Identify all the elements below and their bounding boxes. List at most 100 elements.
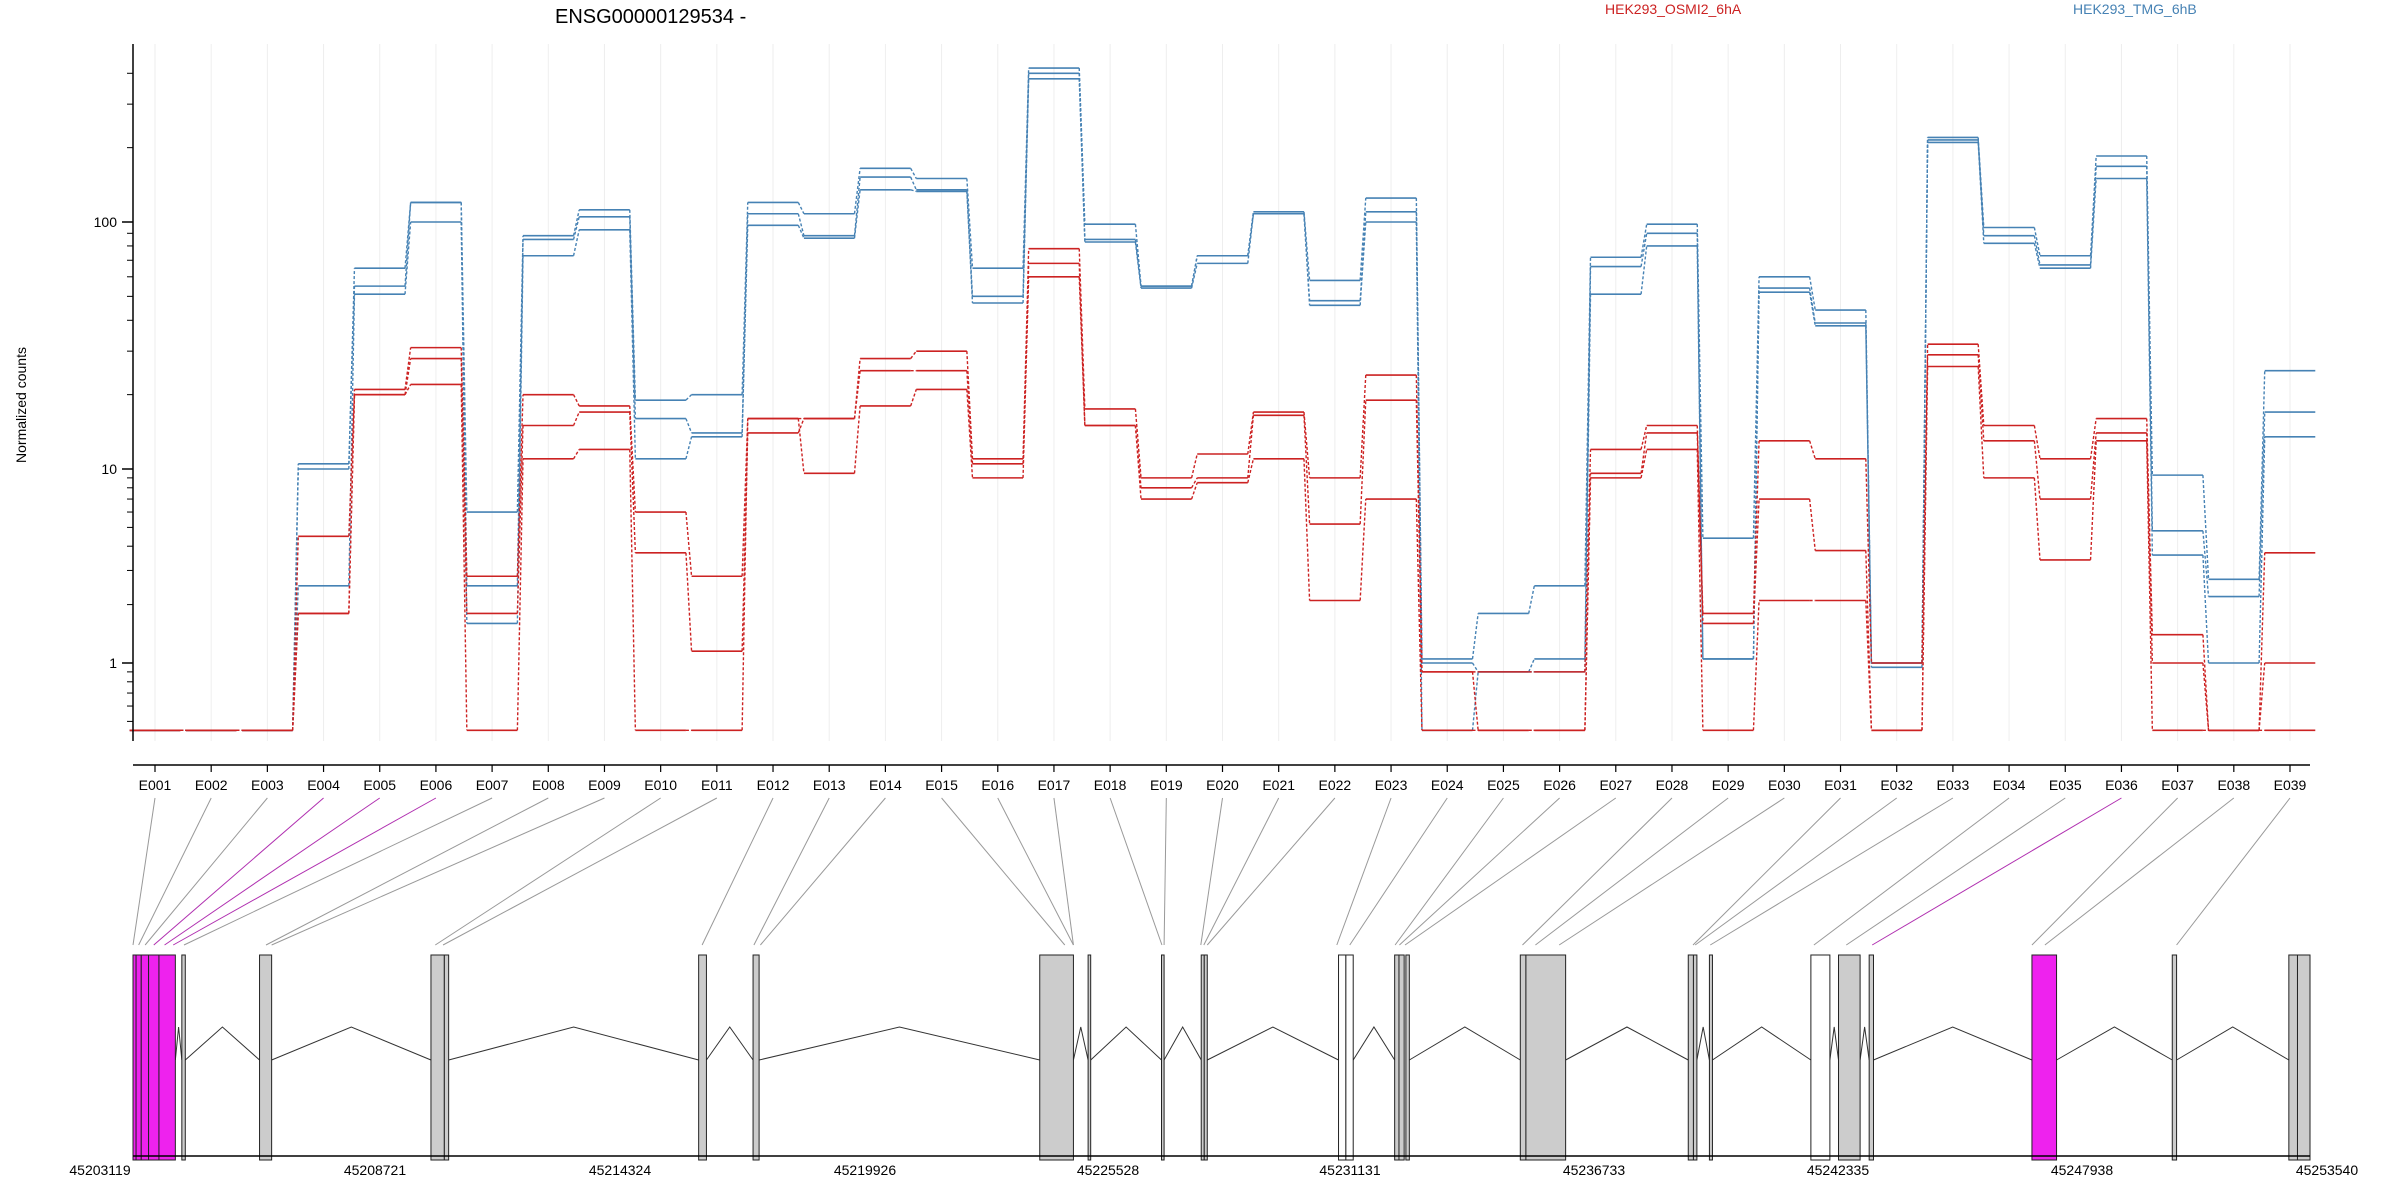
series-connector (1247, 458, 1255, 483)
series-connector (1696, 425, 1704, 614)
series-connector (2202, 662, 2210, 731)
exon-block (752, 954, 760, 1161)
exon-link (2031, 797, 2178, 946)
exon-link (153, 797, 324, 946)
series-connector (1022, 263, 1030, 464)
intron (1163, 1025, 1202, 1061)
series-connector (2146, 440, 2154, 731)
series-connector (1247, 415, 1255, 478)
exon-link (1522, 797, 1673, 946)
exon-block (1692, 954, 1698, 1161)
exon-block (1868, 954, 1874, 1161)
x-tick-label: E025 (1487, 777, 1520, 793)
exon-link (701, 797, 774, 946)
series-connector (1752, 440, 1760, 614)
series-connector (741, 225, 749, 437)
exon-block (135, 954, 142, 1161)
exon-link (265, 797, 549, 946)
intron (1090, 1026, 1162, 1061)
gene-axis-tick-label: 45236733 (1563, 1162, 1626, 1178)
series-connector (966, 370, 974, 464)
x-tick-label: E037 (2161, 777, 2194, 793)
exon-link (271, 797, 605, 946)
x-tick-label: E021 (1262, 777, 1295, 793)
exon-link (144, 797, 268, 946)
x-tick-label: E031 (1824, 777, 1857, 793)
exon-links (132, 797, 2291, 946)
exon-link (1394, 797, 1504, 946)
exon-block (698, 954, 707, 1161)
series-connector (1359, 499, 1367, 601)
exon-link (1053, 797, 1074, 946)
series-connector (2202, 530, 2210, 597)
series-connector (853, 168, 861, 214)
series-connector (2146, 432, 2154, 664)
exon-block (181, 954, 186, 1161)
series-connector (910, 389, 917, 407)
series-connector (1977, 142, 1985, 244)
intron (1829, 1026, 1840, 1061)
exon-link (442, 797, 718, 946)
series-connector (1752, 499, 1760, 624)
series-connector (797, 418, 805, 474)
series-5 (129, 275, 2316, 732)
intron (1873, 1026, 2033, 1061)
x-tick-label: E030 (1768, 777, 1801, 793)
x-tick-label: E007 (476, 777, 509, 793)
series-connector (404, 202, 412, 269)
series-connector (1415, 499, 1423, 731)
series-connector (2033, 477, 2041, 560)
x-ticks: E001 E002 E003 E004 E005 E006 E007 E008 E009 E010… (139, 765, 2307, 793)
series-connector (1415, 221, 1423, 731)
series-connector (1528, 585, 1536, 614)
exon-link (1109, 797, 1163, 946)
series-connector (1359, 198, 1367, 281)
series-connector (629, 229, 637, 459)
x-tick-label: E013 (813, 777, 846, 793)
intron (706, 1026, 754, 1061)
series-connector (1190, 263, 1198, 289)
series-connector (348, 294, 356, 586)
series-connector (1752, 276, 1760, 539)
series-connector (348, 394, 356, 614)
x-tick-label: E018 (1094, 777, 1127, 793)
x-tick-label: E029 (1712, 777, 1745, 793)
series-connector (1022, 78, 1030, 304)
series-connector (1022, 68, 1030, 269)
x-tick-label: E035 (2049, 777, 2082, 793)
series-connector (1303, 415, 1311, 525)
exon-link (1694, 797, 1898, 946)
series-connector (1471, 662, 1479, 673)
intron (2056, 1026, 2173, 1061)
series-connector (404, 221, 412, 295)
series-connector (2258, 662, 2266, 731)
exon-block (1687, 954, 1694, 1161)
exon-block (259, 954, 273, 1161)
exon-link (172, 797, 437, 946)
exon-link (1535, 797, 1729, 946)
intron (758, 1026, 1040, 1061)
series-connector (797, 213, 805, 236)
y-axis-label: Normalized counts (13, 347, 29, 463)
series-connector (1359, 400, 1367, 525)
series-connector (685, 394, 693, 401)
series-connector (404, 347, 412, 390)
series-connector (1640, 425, 1648, 450)
exon-block (140, 954, 150, 1161)
series-connector (1640, 233, 1648, 267)
series-connector (1921, 366, 1929, 731)
exon-link (1846, 797, 2066, 946)
x-tick-label: E010 (644, 777, 677, 793)
x-tick-label: E039 (2274, 777, 2307, 793)
gene-axis-tick-label: 45247938 (2051, 1162, 2114, 1178)
series-connector (1865, 600, 1873, 731)
series-connector (2146, 155, 2154, 476)
x-tick-label: E033 (1937, 777, 1970, 793)
exon-link (1710, 797, 1954, 946)
legend-series-a: HEK293_OSMI2_6hA (1605, 1, 1742, 17)
exon-block (1519, 954, 1527, 1161)
x-tick-label: E038 (2217, 777, 2250, 793)
x-tick-label: E016 (981, 777, 1014, 793)
exon-block (2171, 954, 2178, 1161)
exon-block (1039, 954, 1074, 1161)
